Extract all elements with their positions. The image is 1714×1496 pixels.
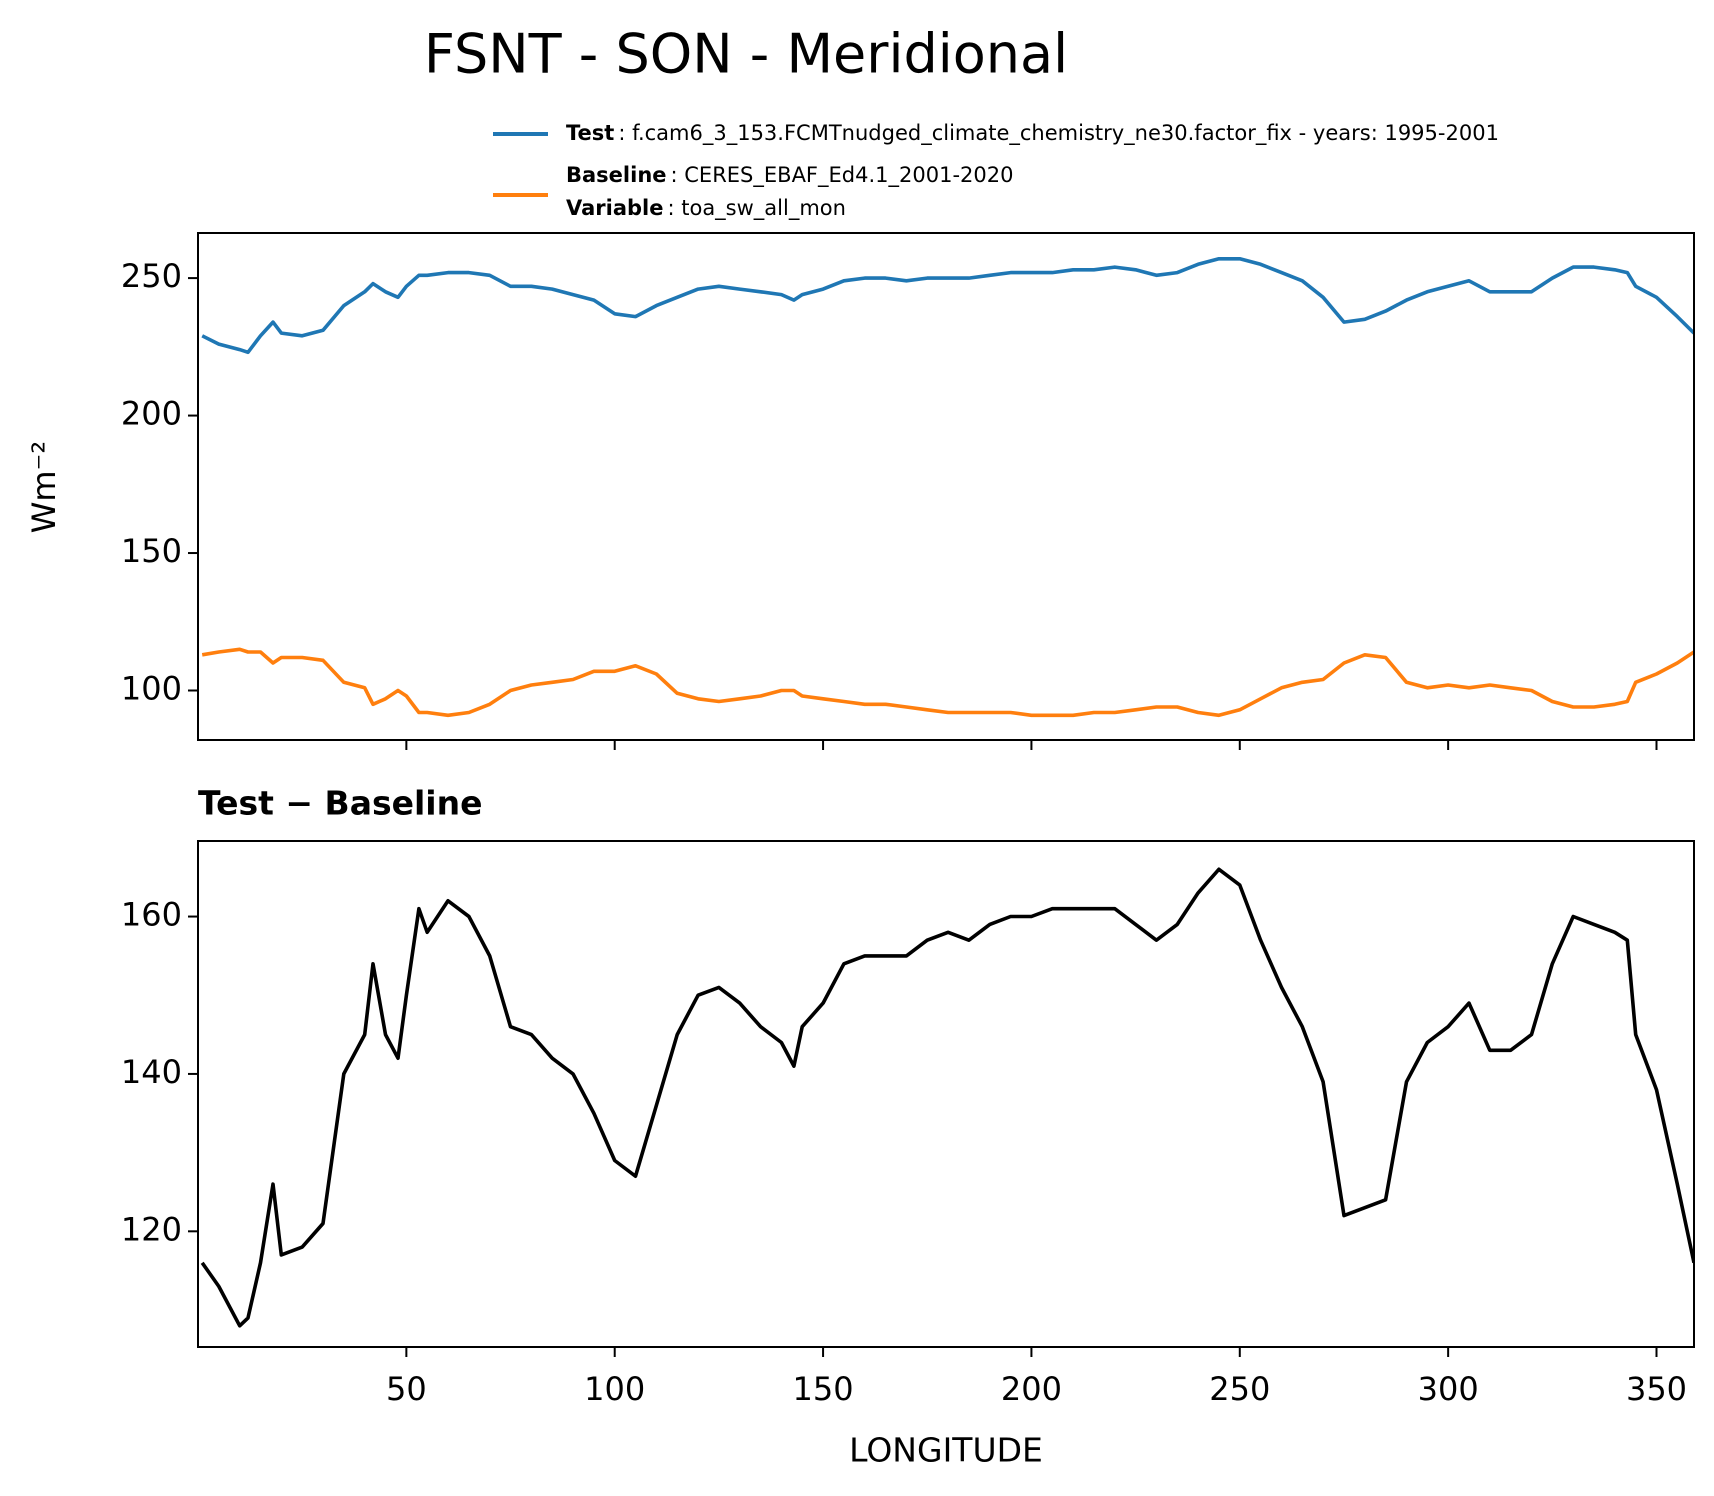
legend-name: Test [566,121,614,145]
y-tick-label: 200 [121,395,182,433]
y-tick-label: 140 [121,1053,182,1091]
series-line [201,257,1694,355]
y-tick-label: 250 [121,257,182,295]
axes-frame [197,232,1695,741]
subplot-title: Test − Baseline [198,784,483,823]
legend-detail: : CERES_EBAF_Ed4.1_2001-2020 [671,163,1014,188]
x-tick-label: 100 [584,1370,645,1408]
series-line [201,647,1694,718]
y-tick-label: 160 [121,896,182,934]
legend-entry: Baseline: CERES_EBAF_Ed4.1_2001-2020 [566,163,1013,188]
x-axis-label: LONGITUDE [849,1431,1043,1470]
y-tick-label: 120 [121,1210,182,1248]
figure-title: FSNT - SON - Meridional [424,23,1068,86]
legend-detail: : f.cam6_3_153.FCMTnudged_climate_chemis… [618,121,1499,146]
y-tick-label: 100 [121,670,182,708]
x-tick-label: 350 [1626,1370,1687,1408]
legend-entry: Test: f.cam6_3_153.FCMTnudged_climate_ch… [566,121,1499,146]
legend-detail: : toa_sw_all_mon [667,196,845,221]
legend-name: Variable [566,196,663,220]
y-tick-label: 150 [121,532,182,570]
y-axis-label: Wm⁻² [25,441,63,534]
x-tick-label: 250 [1209,1370,1270,1408]
x-tick-label: 150 [793,1370,854,1408]
x-tick-label: 50 [386,1370,427,1408]
x-tick-label: 300 [1418,1370,1479,1408]
legend-name: Baseline [566,163,667,187]
legend-entry: Variable: toa_sw_all_mon [566,196,846,221]
axes-frame [197,840,1695,1348]
series-line [200,867,1694,1328]
x-tick-label: 200 [1001,1370,1062,1408]
